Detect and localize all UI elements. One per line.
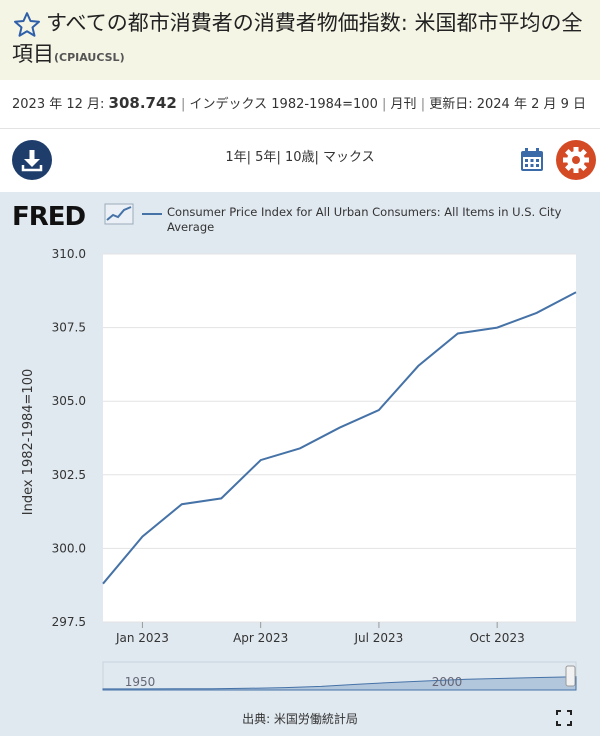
x-tick-label: Jan 2023: [115, 631, 169, 645]
x-tick-label: Oct 2023: [470, 631, 525, 645]
updated-label: 更新日: 2024 年 2 月 9 日: [429, 97, 587, 112]
range-5y[interactable]: 5年: [255, 150, 277, 165]
star-icon[interactable]: [12, 10, 42, 40]
series-id: (CPIAUCSL): [54, 51, 125, 64]
series-line: [102, 291, 577, 585]
title-text: すべての都市消費者の消費者物価指数: 米国都市平均の全項目: [12, 11, 583, 66]
y-tick-label: 300.0: [52, 541, 86, 555]
navigator[interactable]: 1950 2000: [102, 661, 577, 691]
navigator-area: [102, 676, 577, 691]
navigator-handle[interactable]: [565, 665, 576, 687]
settings-button[interactable]: [556, 140, 596, 180]
range-selector: 1年| 5年| 10歳| マックス: [225, 150, 375, 165]
y-tick-label: 310.0: [52, 247, 86, 261]
fred-logo: FRED: [12, 202, 86, 232]
legend-swatch: [142, 213, 162, 215]
observation-date: 2023 年 12 月:: [12, 97, 105, 112]
line-chart: 297.5 300.0 302.5 305.0 307.5 310.0 Jan 2023 A…: [21, 247, 577, 691]
page-title: すべての都市消費者の消費者物価指数: 米国都市平均の全項目(CPIAUCSL): [12, 8, 592, 73]
y-tick-label: 302.5: [52, 468, 86, 482]
source-note: 出典: 米国労働統計局: [242, 712, 358, 726]
chart-container: 297.5 300.0 302.5 305.0 307.5 310.0 Jan 2023 A…: [0, 192, 600, 736]
download-button[interactable]: [12, 140, 52, 180]
range-10y[interactable]: 10歳: [284, 150, 315, 165]
y-tick-label: 305.0: [52, 394, 86, 408]
divider: [0, 128, 600, 129]
navigator-label-2000: 2000: [432, 675, 463, 689]
frequency-label: 月刊: [390, 97, 417, 112]
range-max[interactable]: マックス: [323, 150, 375, 165]
plot-area: [103, 254, 576, 622]
title-bar: すべての都市消費者の消費者物価指数: 米国都市平均の全項目(CPIAUCSL): [0, 0, 600, 80]
y-axis-label: Index 1982-1984=100: [21, 369, 36, 516]
units-label: インデックス 1982-1984=100: [189, 97, 378, 112]
observation-value: 308.742: [108, 94, 177, 112]
y-tick-label: 307.5: [52, 321, 86, 335]
calendar-icon[interactable]: [518, 146, 546, 174]
y-tick-label: 297.5: [52, 615, 86, 629]
range-1y[interactable]: 1年: [225, 150, 247, 165]
fred-chart-icon: [104, 203, 134, 225]
series-meta: 2023 年 12 月: 308.742 | インデックス 1982-1984=…: [12, 94, 587, 112]
fullscreen-icon[interactable]: [556, 710, 572, 726]
navigator-label-1950: 1950: [125, 675, 156, 689]
x-tick-label: Apr 2023: [233, 631, 288, 645]
legend-entry: Consumer Price Index for All Urban Consu…: [167, 205, 562, 234]
download-icon: [21, 150, 43, 172]
gear-icon: [563, 147, 589, 173]
x-tick-label: Jul 2023: [353, 631, 403, 645]
